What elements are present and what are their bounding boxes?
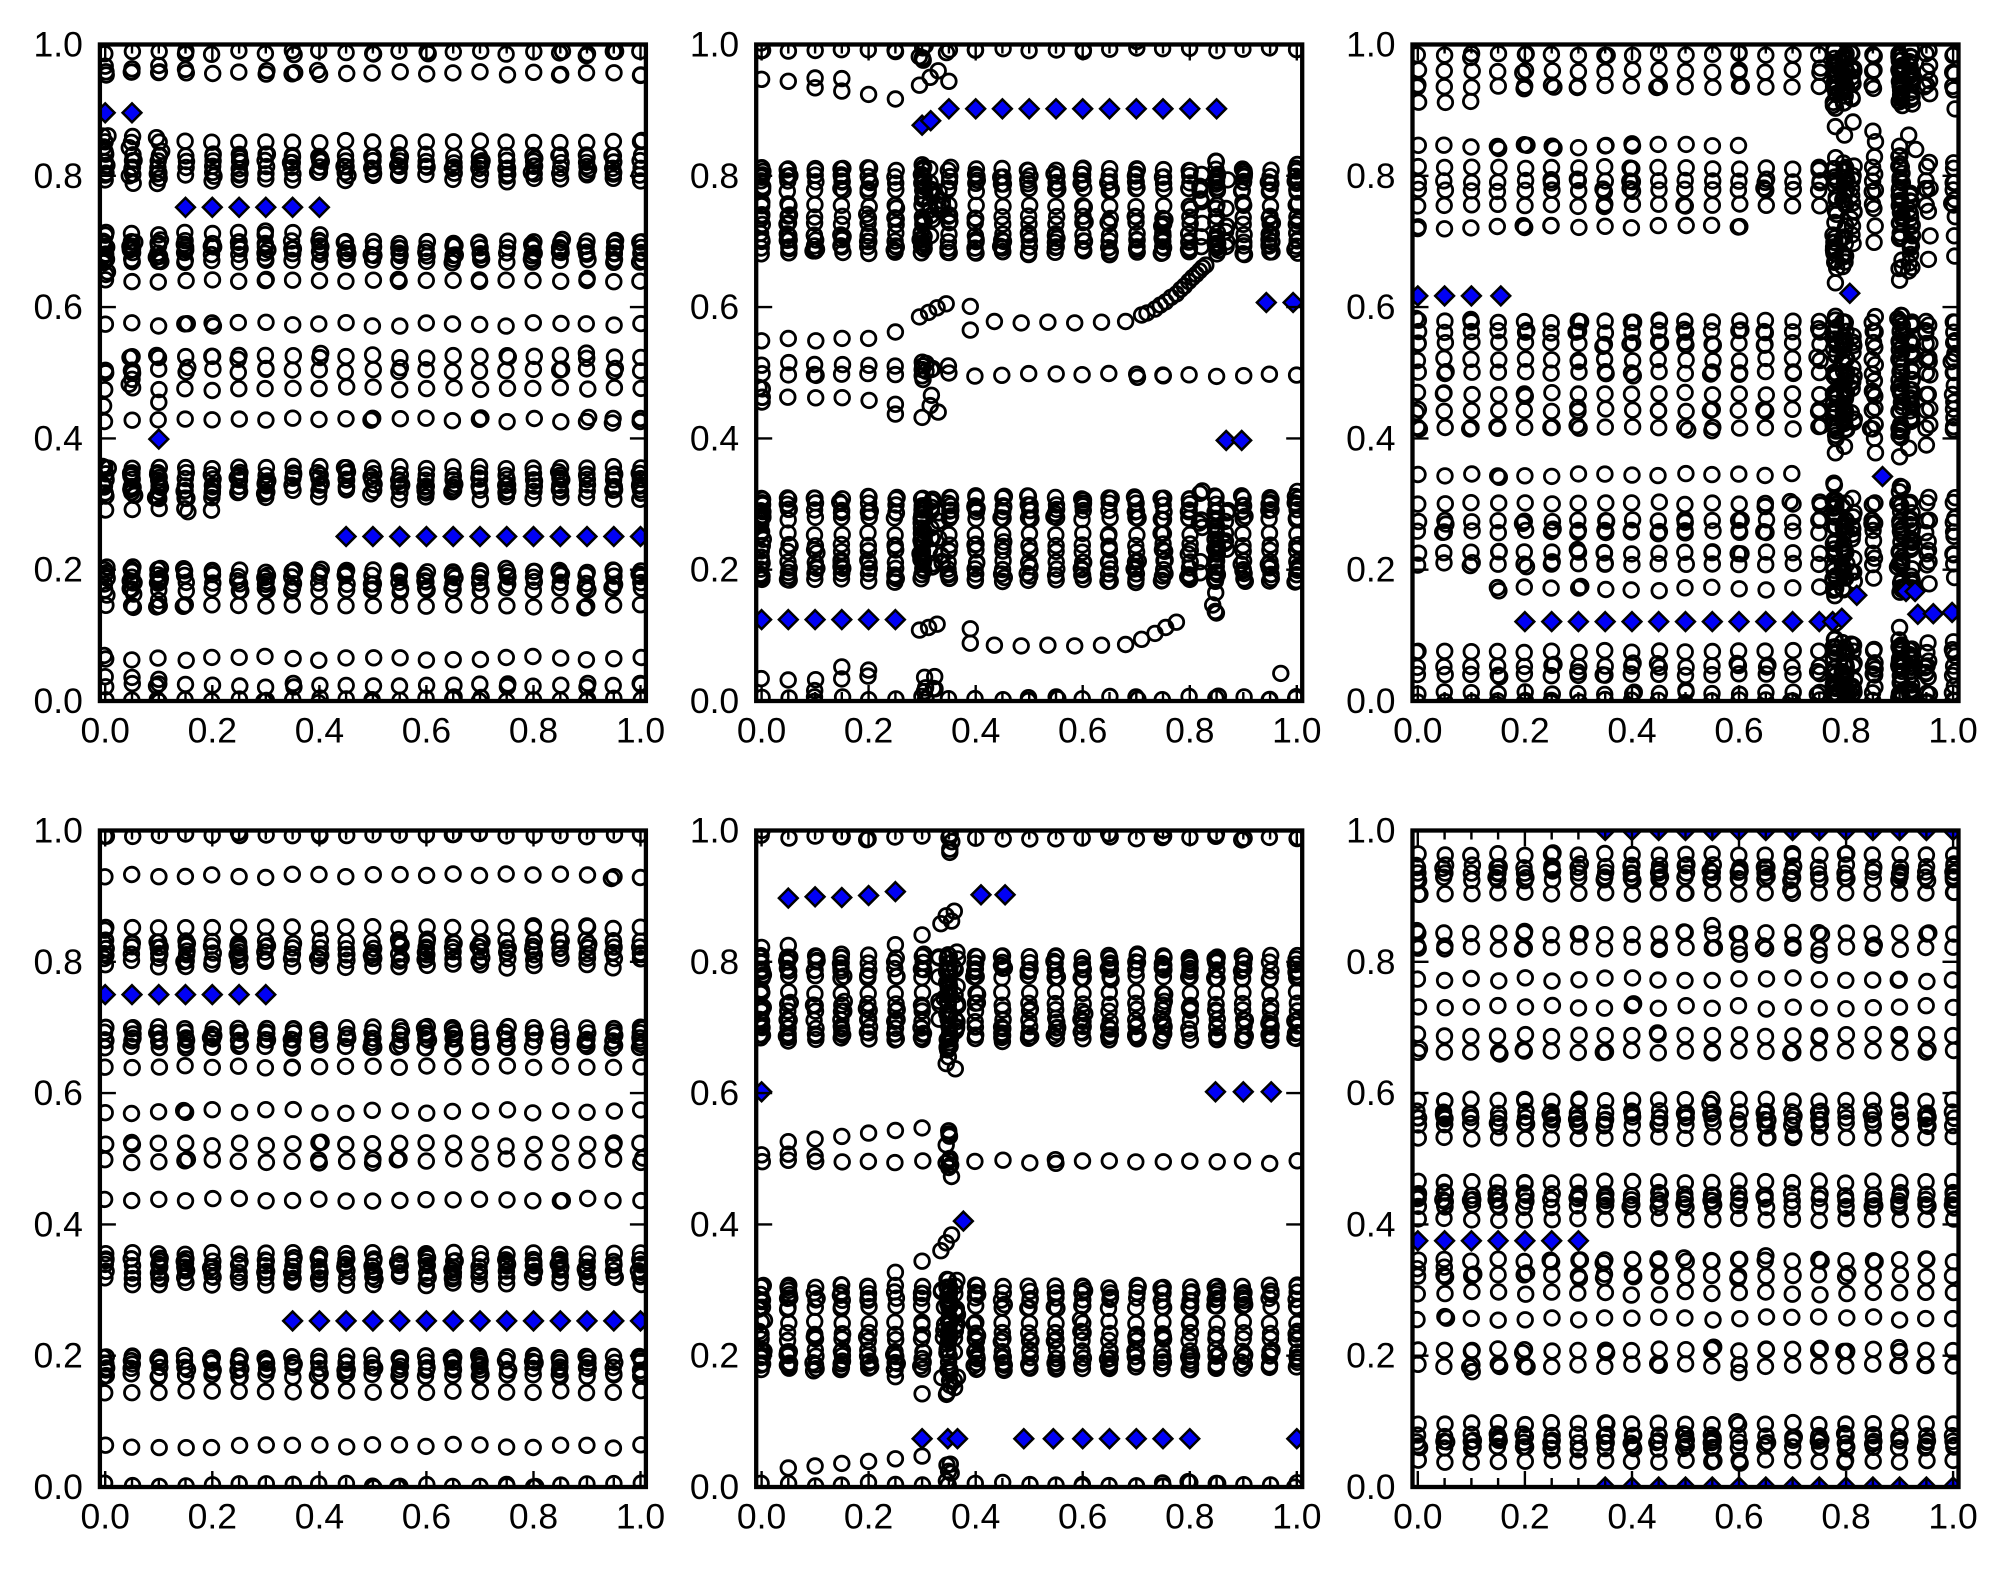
svg-text:1.0: 1.0 xyxy=(1272,1497,1321,1537)
svg-text:0.0: 0.0 xyxy=(1346,1467,1395,1507)
svg-text:0.2: 0.2 xyxy=(1500,711,1549,751)
svg-text:0.4: 0.4 xyxy=(34,1204,83,1244)
svg-text:0.0: 0.0 xyxy=(34,681,83,721)
svg-text:1.0: 1.0 xyxy=(1346,25,1395,65)
svg-text:0.4: 0.4 xyxy=(1607,711,1656,751)
svg-text:0.8: 0.8 xyxy=(1821,1497,1870,1537)
svg-text:0.0: 0.0 xyxy=(81,711,130,751)
svg-text:0.8: 0.8 xyxy=(34,942,83,982)
svg-text:0.8: 0.8 xyxy=(1346,156,1395,196)
svg-text:0.4: 0.4 xyxy=(951,711,1000,751)
svg-text:0.8: 0.8 xyxy=(1346,942,1395,982)
svg-text:0.6: 0.6 xyxy=(1346,1073,1395,1113)
svg-text:1.0: 1.0 xyxy=(1272,711,1321,751)
svg-text:0.0: 0.0 xyxy=(690,681,739,721)
svg-text:0.0: 0.0 xyxy=(737,711,786,751)
svg-text:1.0: 1.0 xyxy=(1928,711,1977,751)
svg-text:0.4: 0.4 xyxy=(34,418,83,458)
svg-text:0.2: 0.2 xyxy=(844,711,893,751)
svg-text:0.0: 0.0 xyxy=(690,1467,739,1507)
svg-text:0.2: 0.2 xyxy=(34,1336,83,1376)
svg-text:0.4: 0.4 xyxy=(1346,1204,1395,1244)
svg-text:0.2: 0.2 xyxy=(1500,1497,1549,1537)
svg-text:0.2: 0.2 xyxy=(34,550,83,590)
svg-text:0.4: 0.4 xyxy=(690,418,739,458)
svg-text:0.2: 0.2 xyxy=(1346,550,1395,590)
svg-text:0.0: 0.0 xyxy=(1393,1497,1442,1537)
svg-text:0.0: 0.0 xyxy=(1393,711,1442,751)
svg-text:1.0: 1.0 xyxy=(1346,811,1395,851)
svg-text:0.8: 0.8 xyxy=(1165,711,1214,751)
svg-text:0.4: 0.4 xyxy=(1346,418,1395,458)
svg-text:0.8: 0.8 xyxy=(509,711,558,751)
svg-text:0.8: 0.8 xyxy=(1821,711,1870,751)
svg-text:1.0: 1.0 xyxy=(690,25,739,65)
svg-text:1.0: 1.0 xyxy=(34,25,83,65)
svg-text:0.6: 0.6 xyxy=(1058,1497,1107,1537)
svg-text:0.0: 0.0 xyxy=(81,1497,130,1537)
svg-text:0.2: 0.2 xyxy=(188,1497,237,1537)
svg-text:0.8: 0.8 xyxy=(690,156,739,196)
svg-text:1.0: 1.0 xyxy=(616,1497,665,1537)
svg-text:0.6: 0.6 xyxy=(1346,287,1395,327)
svg-text:0.6: 0.6 xyxy=(402,711,451,751)
svg-text:0.0: 0.0 xyxy=(34,1467,83,1507)
svg-text:0.4: 0.4 xyxy=(295,711,344,751)
svg-text:1.0: 1.0 xyxy=(34,811,83,851)
svg-text:0.8: 0.8 xyxy=(509,1497,558,1537)
svg-text:0.8: 0.8 xyxy=(1165,1497,1214,1537)
svg-text:0.4: 0.4 xyxy=(1607,1497,1656,1537)
svg-text:0.4: 0.4 xyxy=(295,1497,344,1537)
svg-text:0.4: 0.4 xyxy=(951,1497,1000,1537)
svg-text:0.6: 0.6 xyxy=(1714,711,1763,751)
svg-text:0.0: 0.0 xyxy=(737,1497,786,1537)
svg-text:0.6: 0.6 xyxy=(690,1073,739,1113)
svg-text:1.0: 1.0 xyxy=(616,711,665,751)
svg-text:0.2: 0.2 xyxy=(1346,1336,1395,1376)
svg-text:1.0: 1.0 xyxy=(690,811,739,851)
svg-text:0.8: 0.8 xyxy=(690,942,739,982)
svg-text:0.4: 0.4 xyxy=(690,1204,739,1244)
svg-text:0.2: 0.2 xyxy=(188,711,237,751)
svg-text:0.6: 0.6 xyxy=(402,1497,451,1537)
svg-text:0.2: 0.2 xyxy=(690,1336,739,1376)
svg-text:0.2: 0.2 xyxy=(844,1497,893,1537)
svg-text:0.0: 0.0 xyxy=(1346,681,1395,721)
svg-text:0.6: 0.6 xyxy=(34,1073,83,1113)
svg-text:0.2: 0.2 xyxy=(690,550,739,590)
svg-text:0.6: 0.6 xyxy=(690,287,739,327)
svg-text:0.6: 0.6 xyxy=(1058,711,1107,751)
svg-text:0.8: 0.8 xyxy=(34,156,83,196)
svg-text:0.6: 0.6 xyxy=(34,287,83,327)
svg-text:1.0: 1.0 xyxy=(1928,1497,1977,1537)
svg-text:0.6: 0.6 xyxy=(1714,1497,1763,1537)
